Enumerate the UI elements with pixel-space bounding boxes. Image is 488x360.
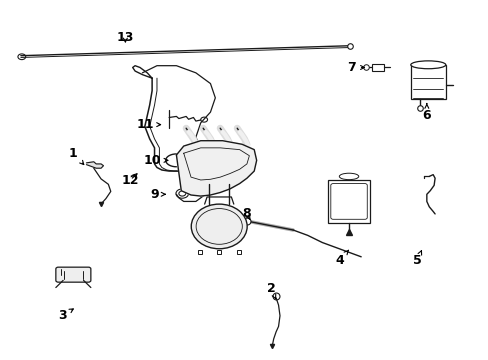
Text: 8: 8 xyxy=(242,207,251,220)
FancyBboxPatch shape xyxy=(410,65,445,99)
Text: 1: 1 xyxy=(69,147,83,165)
FancyBboxPatch shape xyxy=(328,180,369,223)
Text: 3: 3 xyxy=(58,309,73,322)
Polygon shape xyxy=(176,141,256,196)
Text: 5: 5 xyxy=(412,251,421,267)
Text: 9: 9 xyxy=(150,188,165,201)
Ellipse shape xyxy=(410,61,445,69)
Text: 2: 2 xyxy=(266,283,275,299)
Text: 4: 4 xyxy=(334,250,348,267)
Text: 6: 6 xyxy=(422,104,430,122)
Polygon shape xyxy=(86,162,103,168)
Ellipse shape xyxy=(339,173,358,180)
Text: 7: 7 xyxy=(346,61,364,74)
Text: 13: 13 xyxy=(117,31,134,44)
FancyBboxPatch shape xyxy=(56,267,91,282)
Text: 12: 12 xyxy=(121,174,139,186)
Text: 11: 11 xyxy=(136,118,160,131)
Text: 10: 10 xyxy=(143,154,167,167)
Ellipse shape xyxy=(191,204,246,249)
